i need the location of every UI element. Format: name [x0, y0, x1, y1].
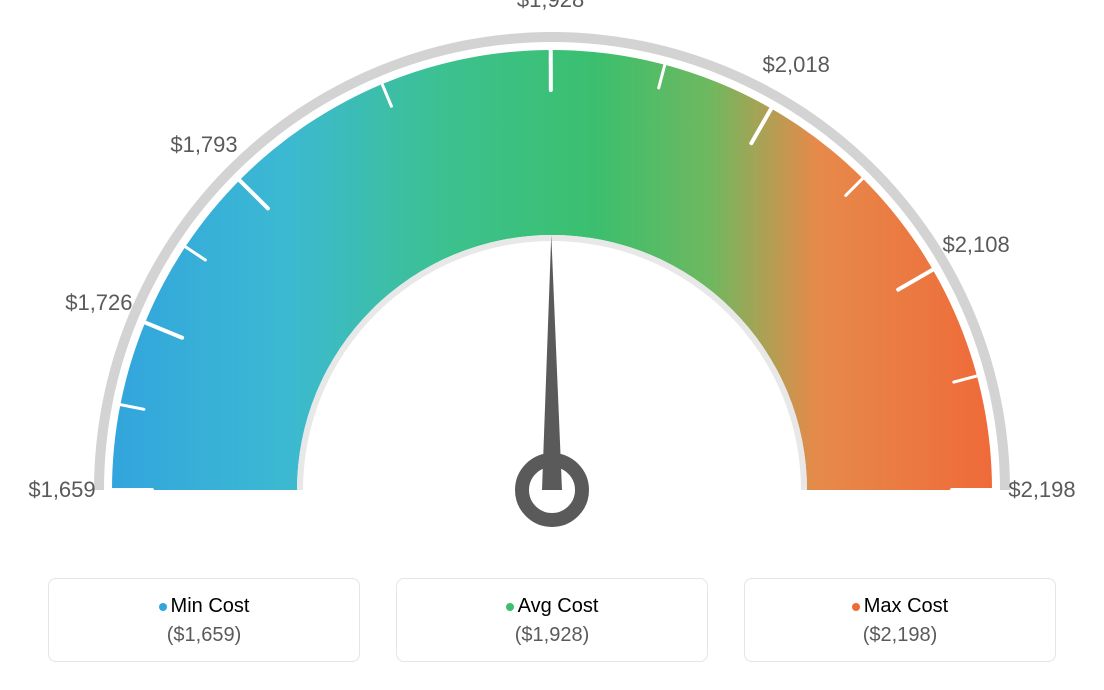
- cost-gauge: $1,659 $1,726 $1,793 $1,928 $2,018 $2,108 $2,1…: [0, 0, 1104, 550]
- legend-value-max: ($2,198): [753, 624, 1047, 647]
- gauge-tick-label: $1,659: [28, 477, 95, 503]
- legend-title-max: Max Cost: [864, 595, 948, 618]
- gauge-tick-label: $2,108: [942, 232, 1009, 258]
- legend-row: Min Cost ($1,659) Avg Cost ($1,928) Max …: [48, 578, 1056, 662]
- gauge-tick-label: $1,726: [65, 290, 132, 316]
- legend-dot-min: [159, 603, 167, 611]
- legend-title-min: Min Cost: [171, 595, 250, 618]
- legend-dot-avg: [506, 603, 514, 611]
- legend-card-min: Min Cost ($1,659): [48, 578, 360, 662]
- legend-card-avg: Avg Cost ($1,928): [396, 578, 708, 662]
- legend-card-max: Max Cost ($2,198): [744, 578, 1056, 662]
- legend-title-avg: Avg Cost: [518, 595, 599, 618]
- gauge-tick-label: $2,198: [1008, 477, 1075, 503]
- gauge-svg: [0, 0, 1104, 550]
- gauge-tick-label: $2,018: [763, 52, 830, 78]
- legend-value-avg: ($1,928): [405, 624, 699, 647]
- legend-value-min: ($1,659): [57, 624, 351, 647]
- gauge-tick-label: $1,928: [517, 0, 584, 13]
- legend-dot-max: [852, 603, 860, 611]
- gauge-tick-label: $1,793: [170, 132, 237, 158]
